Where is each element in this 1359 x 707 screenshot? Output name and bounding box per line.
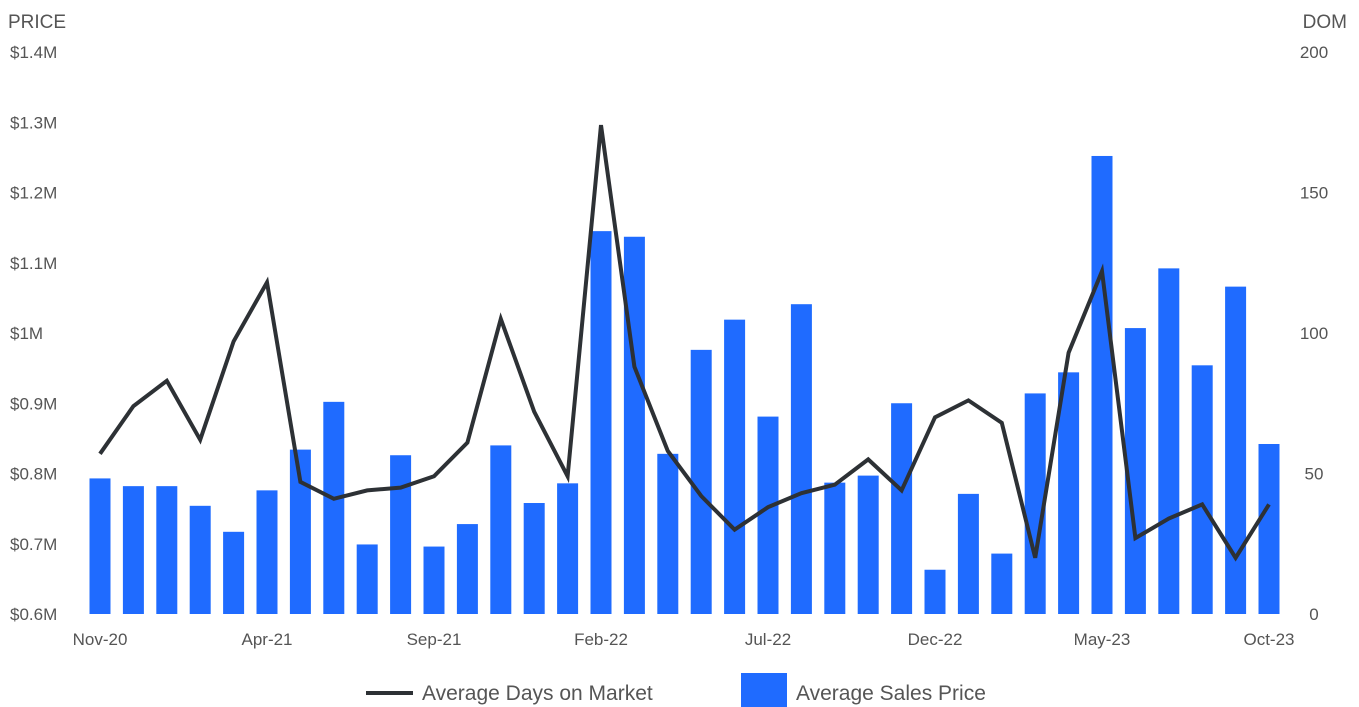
days-on-market-line [98, 124, 1271, 562]
x-tick-label: Nov-20 [73, 630, 128, 649]
legend-label-sales-price: Average Sales Price [796, 682, 986, 705]
bar [1258, 443, 1280, 614]
y-left-tick-label: $1.3M [10, 113, 57, 132]
bar [924, 569, 946, 614]
bar [991, 553, 1013, 614]
legend: Average Days on Market Average Sales Pri… [366, 673, 986, 707]
bar [790, 304, 812, 614]
bar [757, 416, 779, 614]
y-left-tick-label: $0.6M [10, 605, 57, 624]
bar [590, 231, 612, 614]
sales-price-bars [89, 155, 1280, 614]
x-tick-label: Feb-22 [574, 630, 628, 649]
bar [356, 544, 378, 614]
x-tick-label: Sep-21 [407, 630, 462, 649]
y-left-tick-label: $1M [10, 324, 43, 343]
bar [89, 478, 111, 614]
bar [1058, 372, 1080, 614]
bar [189, 505, 211, 614]
bar [1225, 286, 1247, 614]
bar [523, 503, 545, 614]
bar [891, 403, 913, 614]
bar [390, 455, 412, 614]
y-right-tick-label: 100 [1300, 324, 1328, 343]
bar [657, 453, 679, 614]
x-axis: Nov-20 Apr-21 Sep-21 Feb-22 Jul-22 Dec-22 May-… [73, 630, 1295, 649]
bar [1158, 268, 1180, 614]
y-left-tick-label: $0.8M [10, 465, 57, 484]
bar [557, 483, 579, 614]
bar [490, 445, 512, 614]
y-left-axis: $1.4M $1.3M $1.2M $1.1M $1M $0.9M $0.8M $0.7M $0… [10, 43, 57, 624]
bar [156, 486, 178, 614]
x-tick-label: May-23 [1074, 630, 1131, 649]
bar [724, 319, 746, 614]
bar [1024, 393, 1046, 614]
x-tick-label: Jul-22 [745, 630, 791, 649]
bar [423, 546, 445, 614]
bar [456, 524, 478, 614]
legend-label-days-on-market: Average Days on Market [422, 682, 653, 705]
bar [690, 349, 712, 614]
x-tick-label: Apr-21 [241, 630, 292, 649]
x-tick-label: Dec-22 [908, 630, 963, 649]
bar [122, 486, 144, 614]
bar [1124, 328, 1146, 614]
bar [256, 490, 278, 614]
x-tick-label: Oct-23 [1243, 630, 1294, 649]
y-right-tick-label: 0 [1309, 605, 1318, 624]
bar [323, 401, 345, 614]
y-right-tick-label: 50 [1305, 465, 1324, 484]
bar [289, 449, 311, 614]
legend-bar-swatch [741, 673, 787, 707]
y-right-tick-label: 200 [1300, 43, 1328, 62]
bar [1091, 155, 1113, 614]
y-left-tick-label: $0.7M [10, 535, 57, 554]
bar [857, 475, 879, 614]
bar [824, 482, 846, 614]
y-right-axis-title: DOM [1303, 12, 1347, 33]
y-left-tick-label: $1.4M [10, 43, 57, 62]
y-left-tick-label: $0.9M [10, 394, 57, 413]
y-right-axis: 200 150 100 50 0 [1300, 43, 1328, 624]
bar [623, 236, 645, 614]
y-right-tick-label: 150 [1300, 184, 1328, 203]
y-left-tick-label: $1.1M [10, 254, 57, 273]
bar [1191, 365, 1213, 614]
y-left-tick-label: $1.2M [10, 184, 57, 203]
bar [223, 531, 245, 614]
days-on-market-line-group [98, 124, 1271, 562]
y-left-axis-title: PRICE [8, 12, 66, 33]
bar [957, 493, 979, 614]
